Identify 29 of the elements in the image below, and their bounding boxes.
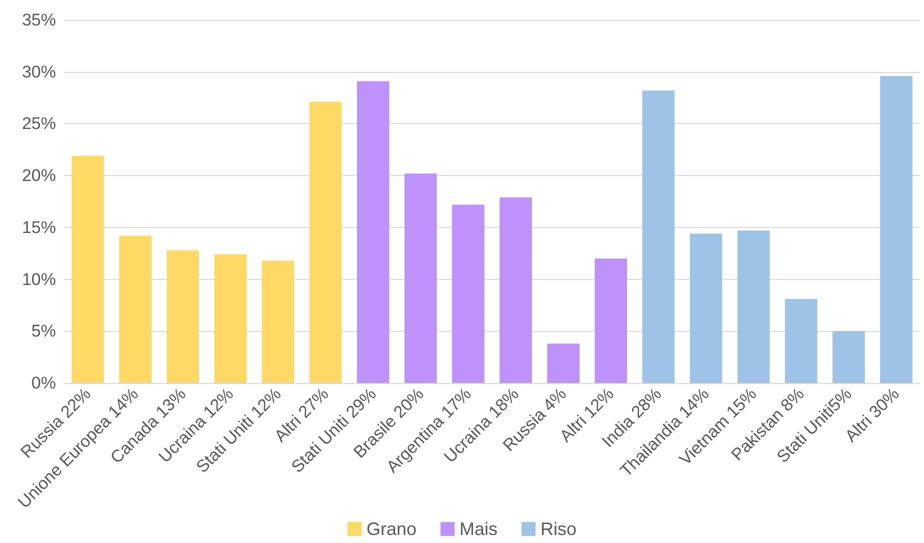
y-tick-label: 35% bbox=[22, 10, 56, 30]
bar bbox=[500, 197, 532, 383]
bar bbox=[262, 260, 294, 383]
y-tick-label: 10% bbox=[22, 270, 56, 289]
y-tick-label: 30% bbox=[22, 62, 56, 82]
y-tick-label: 5% bbox=[31, 322, 56, 341]
bar bbox=[832, 331, 865, 383]
bar bbox=[642, 90, 675, 383]
legend-label: Grano bbox=[366, 519, 417, 539]
bar bbox=[880, 76, 912, 383]
bar bbox=[690, 234, 722, 383]
bar bbox=[214, 254, 247, 383]
bar bbox=[72, 156, 104, 383]
bar bbox=[784, 298, 818, 383]
y-tick-label: 25% bbox=[22, 114, 56, 134]
bar bbox=[404, 173, 437, 383]
bar bbox=[594, 258, 628, 383]
y-tick-label: 15% bbox=[22, 218, 56, 237]
bar bbox=[309, 102, 342, 383]
bar bbox=[166, 250, 200, 383]
legend-label: Riso bbox=[540, 519, 577, 539]
legend-label: Mais bbox=[460, 519, 498, 539]
bar bbox=[452, 204, 484, 383]
y-tick-label: 20% bbox=[22, 166, 56, 186]
y-tick-label: 0% bbox=[31, 374, 56, 392]
bar bbox=[119, 236, 152, 383]
bar bbox=[356, 81, 390, 383]
bar bbox=[737, 230, 770, 383]
bar bbox=[547, 344, 580, 383]
